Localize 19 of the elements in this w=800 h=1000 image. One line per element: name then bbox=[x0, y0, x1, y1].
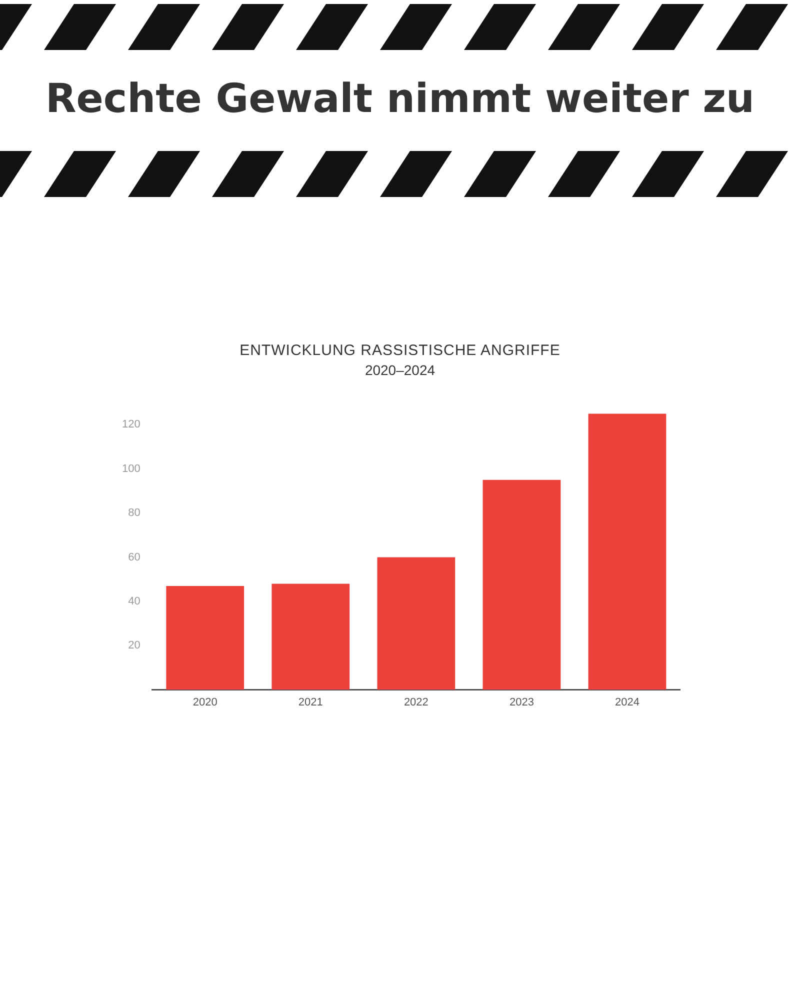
bar bbox=[377, 557, 456, 690]
y-tick-label: 60 bbox=[128, 551, 140, 564]
y-tick-label: 40 bbox=[128, 595, 140, 608]
bar bbox=[272, 584, 350, 690]
bar bbox=[482, 480, 561, 690]
x-tick-label: 2024 bbox=[614, 696, 640, 708]
x-tick-label: 2023 bbox=[509, 696, 534, 708]
text: 2020–2024 bbox=[364, 362, 436, 378]
y-tick-label: 80 bbox=[128, 507, 140, 520]
y-tick-label: 120 bbox=[122, 418, 140, 431]
x-tick-label: 2021 bbox=[298, 696, 323, 708]
x-tick-label: 2022 bbox=[404, 696, 428, 708]
chart-title: Rechte Gewalt nimmt weiter zu bbox=[44, 76, 756, 122]
y-tick-label: 100 bbox=[122, 462, 140, 475]
chart-subtitle: ENTWICKLUNG RASSISTISCHE ANGRIFFE bbox=[238, 342, 562, 359]
y-tick-label: 20 bbox=[128, 640, 140, 652]
bar bbox=[166, 586, 244, 690]
x-tick-label: 2020 bbox=[192, 696, 218, 708]
bar bbox=[588, 414, 666, 690]
